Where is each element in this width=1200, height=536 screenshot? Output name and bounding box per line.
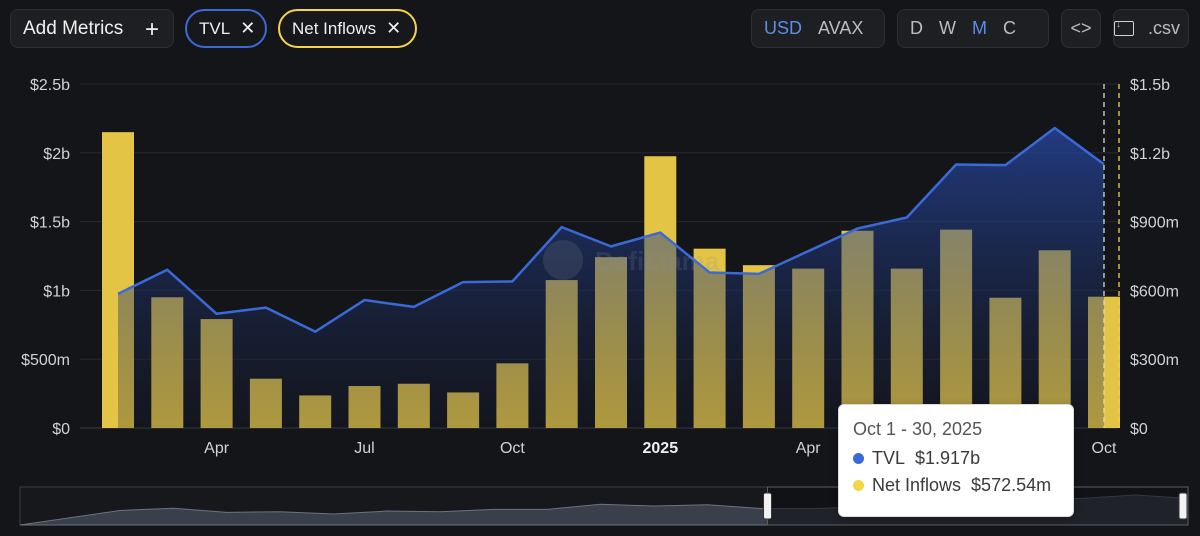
tvl-area-fill	[118, 128, 1104, 429]
x-tick-label: Jul	[354, 440, 374, 457]
x-tick-label: Oct	[500, 440, 525, 457]
tvl-area	[117, 126, 1105, 429]
currency-toggle: USD AVAX	[751, 9, 885, 48]
y-axis-left: $0 $500m $1b $1.5b $2b $2.5b	[21, 77, 70, 438]
tooltip-value: $572.54m	[971, 475, 1052, 495]
y-tick-label-left: $0	[52, 421, 70, 438]
net-inflows-legend-dot	[853, 480, 864, 491]
watermark: DefiLlama	[543, 240, 720, 280]
embed-button[interactable]: <>	[1061, 9, 1101, 48]
x-tick-label: 2025	[643, 440, 679, 457]
tooltip-value: $1.917b	[915, 448, 981, 468]
tooltip-label: TVL	[872, 448, 906, 468]
y-tick-label-left: $2b	[43, 146, 70, 163]
y-tick-label-left: $1.5b	[30, 215, 70, 232]
tooltip-title: Oct 1 - 30, 2025	[853, 419, 983, 439]
csv-label: .csv	[1147, 18, 1180, 38]
currency-option-avax[interactable]: AVAX	[818, 18, 864, 38]
watermark-logo	[543, 240, 583, 280]
metric-pill-label: TVL	[199, 18, 231, 38]
currency-option-usd[interactable]: USD	[764, 18, 803, 38]
period-toggle: D W M C	[897, 9, 1049, 48]
tvl-legend-dot	[853, 453, 864, 464]
metric-pill-tvl[interactable]: TVL ✕	[185, 9, 267, 48]
period-option-d[interactable]: D	[910, 18, 923, 38]
y-tick-label-right: $1.2b	[1130, 146, 1170, 163]
slider-handle-right[interactable]	[1178, 492, 1188, 520]
x-axis: Apr Jul Oct 2025 Apr Oct	[204, 440, 1117, 457]
y-tick-label-right: $600m	[1130, 283, 1179, 300]
plus-icon: +	[144, 16, 159, 43]
chart-toolbar: Add Metrics + TVL ✕ Net Inflows ✕ USD AV…	[0, 0, 1200, 60]
y-tick-label-right: $900m	[1130, 215, 1179, 232]
y-tick-label-right: $1.5b	[1130, 77, 1170, 94]
period-option-m[interactable]: M	[972, 18, 987, 38]
period-option-c[interactable]: C	[1003, 18, 1016, 38]
x-tick-label: Apr	[796, 440, 822, 457]
close-icon[interactable]: ✕	[240, 18, 256, 38]
period-option-w[interactable]: W	[939, 18, 956, 38]
tvl-net-inflows-chart[interactable]: $0 $500m $1b $1.5b $2b $2.5b $0 $300m $600m $900…	[0, 60, 1200, 530]
csv-download-button[interactable]: .csv	[1113, 9, 1189, 48]
metric-pill-net-inflows[interactable]: Net Inflows ✕	[278, 9, 417, 48]
close-icon[interactable]: ✕	[386, 18, 402, 38]
y-tick-label-left: $2.5b	[30, 77, 70, 94]
y-tick-label-left: $500m	[21, 352, 70, 369]
download-icon	[1114, 19, 1134, 36]
watermark-text: DefiLlama	[595, 246, 720, 276]
x-tick-label: Apr	[204, 440, 230, 457]
hover-guides	[1103, 84, 1120, 428]
tooltip-row-tvl: TVL $1.917b	[853, 448, 1059, 469]
y-tick-label-right: $0	[1130, 421, 1148, 438]
tooltip-label: Net Inflows	[872, 475, 962, 495]
y-tick-label-left: $1b	[43, 283, 70, 300]
add-metrics-button[interactable]: Add Metrics +	[10, 9, 174, 48]
add-metrics-label: Add Metrics	[23, 17, 124, 39]
tvl-line[interactable]	[117, 126, 1105, 333]
y-tick-label-right: $300m	[1130, 352, 1179, 369]
embed-icon: <>	[1070, 18, 1092, 38]
tooltip-row-net-inflows: Net Inflows $572.54m	[853, 475, 1059, 496]
chart-tooltip: Oct 1 - 30, 2025 TVL $1.917b Net Inflows…	[838, 404, 1074, 517]
x-tick-label: Oct	[1092, 440, 1117, 457]
slider-handle-left[interactable]	[763, 492, 773, 520]
metric-pill-label: Net Inflows	[292, 18, 377, 38]
y-axis-right: $0 $300m $600m $900m $1.2b $1.5b	[1130, 77, 1179, 438]
